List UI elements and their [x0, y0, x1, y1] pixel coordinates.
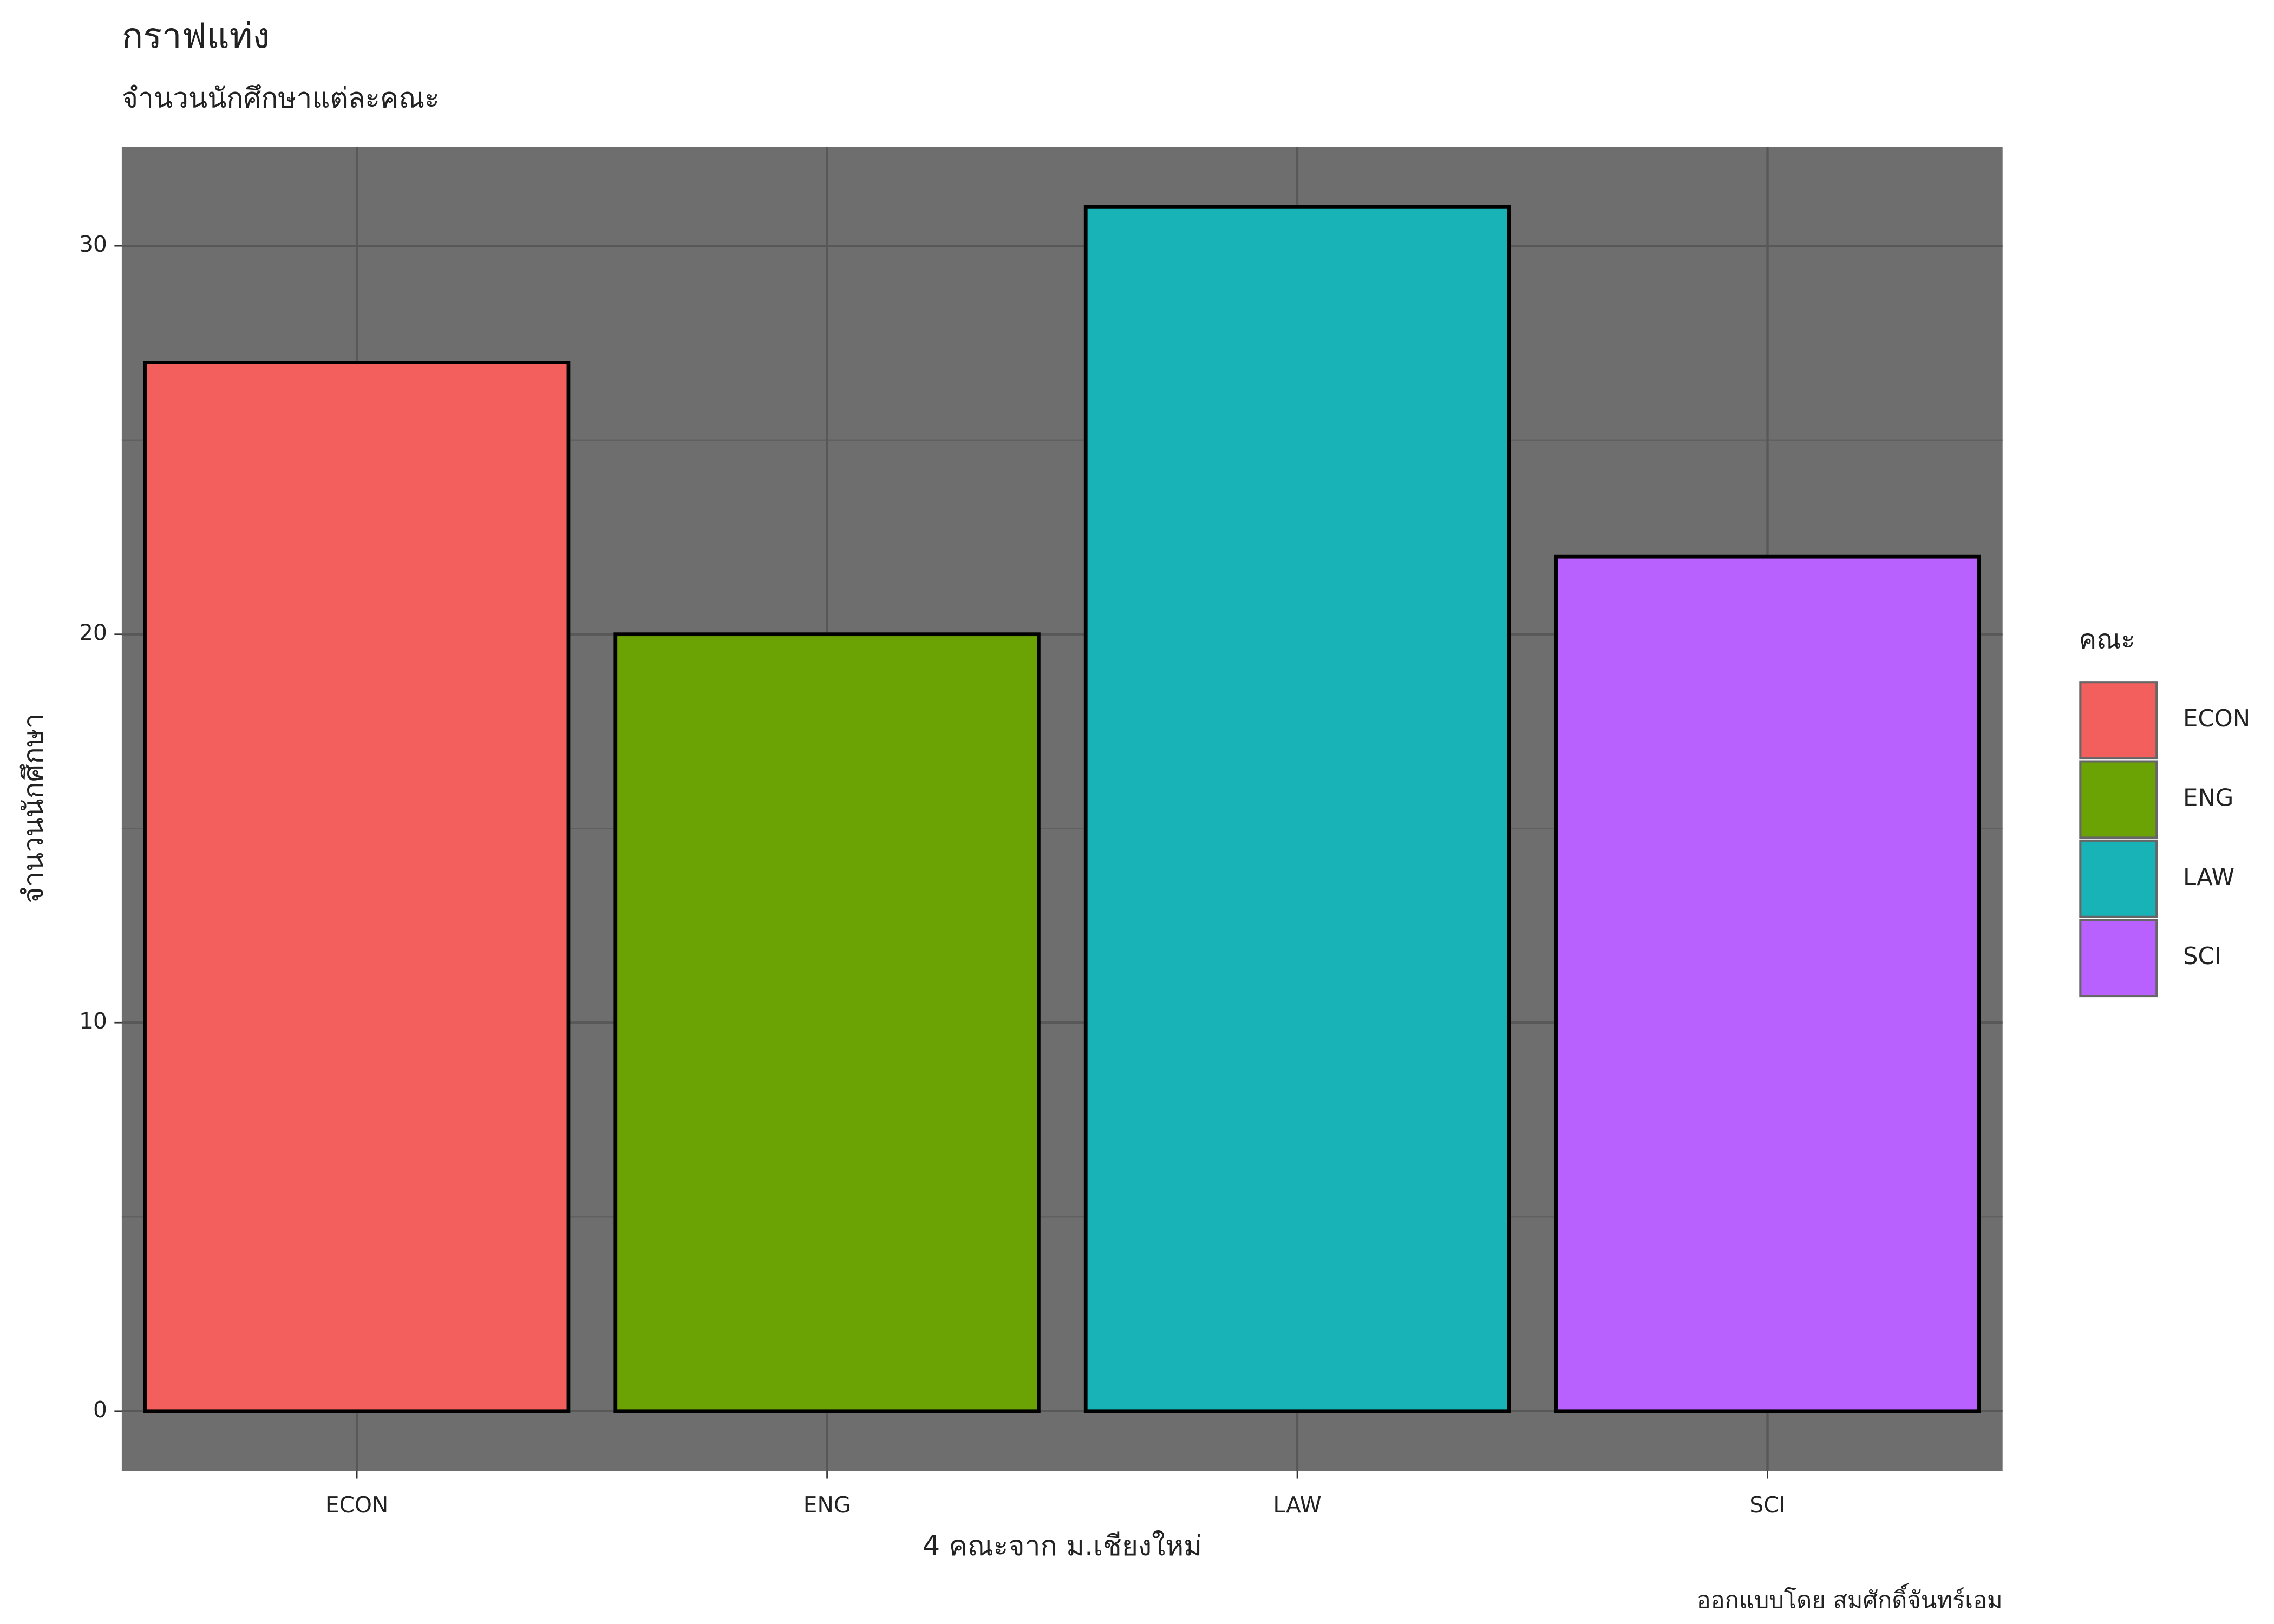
legend-label: SCI — [2183, 943, 2221, 970]
x-tick-label: ECON — [325, 1492, 388, 1518]
y-tick-label: 10 — [79, 1008, 107, 1034]
legend-key — [2079, 681, 2158, 760]
x-axis-label: 4 คณะจาก ม.เชียงใหม่ — [923, 1530, 1203, 1562]
legend-title: คณะ — [2079, 624, 2135, 654]
y-tick-label: 20 — [79, 620, 107, 646]
y-axis-label: จำนวนนักศึกษา — [17, 713, 50, 903]
bar — [1083, 205, 1511, 1413]
chart-title: กราฟแท่ง — [122, 16, 270, 57]
legend-label: ECON — [2183, 705, 2250, 732]
bar — [1554, 554, 1981, 1413]
bar — [143, 361, 571, 1413]
legend-key — [2079, 760, 2158, 839]
legend-key — [2079, 919, 2158, 998]
x-tick-label: ENG — [803, 1492, 851, 1518]
x-tick-label: LAW — [1273, 1492, 1321, 1518]
legend-label: LAW — [2183, 864, 2234, 891]
y-tick-label: 30 — [79, 231, 107, 257]
legend-key — [2079, 839, 2158, 918]
bar — [613, 632, 1041, 1413]
x-tick-label: SCI — [1749, 1492, 1785, 1518]
y-tick-label: 0 — [93, 1397, 107, 1423]
chart-subtitle: จำนวนนักศึกษาแต่ละคณะ — [122, 82, 440, 114]
caption: ออกแบบโดย สมศักดิ์จันทร์เอม — [1697, 1583, 2003, 1614]
legend-label: ENG — [2183, 784, 2233, 811]
